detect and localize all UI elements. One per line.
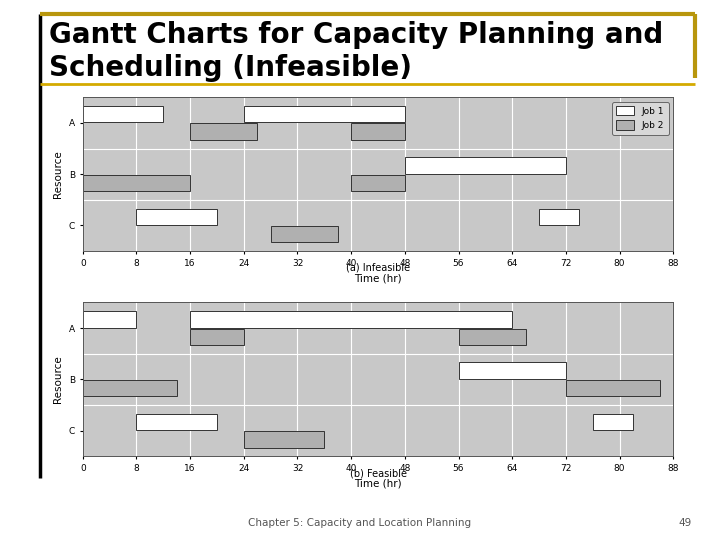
Text: Chapter 5: Capacity and Location Planning: Chapter 5: Capacity and Location Plannin… xyxy=(248,518,472,529)
Bar xyxy=(190,328,244,345)
X-axis label: Time (hr): Time (hr) xyxy=(354,273,402,284)
Bar xyxy=(459,328,526,345)
Bar xyxy=(405,157,566,174)
Bar xyxy=(244,106,405,123)
Bar xyxy=(190,311,512,328)
X-axis label: Time (hr): Time (hr) xyxy=(354,478,402,489)
Bar xyxy=(83,380,176,396)
Text: Gantt Charts for Capacity Planning and: Gantt Charts for Capacity Planning and xyxy=(49,21,663,49)
Bar xyxy=(351,174,405,191)
Legend: Job 1, Job 2: Job 1, Job 2 xyxy=(612,102,669,134)
Bar xyxy=(271,226,338,242)
Bar xyxy=(83,311,137,328)
Bar xyxy=(351,123,405,140)
Text: (a) Infeasible: (a) Infeasible xyxy=(346,262,410,272)
Y-axis label: Resource: Resource xyxy=(53,355,63,403)
Bar xyxy=(83,106,163,123)
Bar xyxy=(190,123,257,140)
Bar xyxy=(539,208,580,225)
Text: (b) Feasible: (b) Feasible xyxy=(349,468,407,478)
Bar xyxy=(244,431,324,448)
Bar xyxy=(593,414,633,430)
Bar xyxy=(83,174,190,191)
Text: 49: 49 xyxy=(678,518,691,529)
Bar xyxy=(137,208,217,225)
Text: Scheduling (Infeasible): Scheduling (Infeasible) xyxy=(49,54,412,82)
Bar xyxy=(137,414,217,430)
Bar xyxy=(566,380,660,396)
Bar xyxy=(459,362,566,379)
Y-axis label: Resource: Resource xyxy=(53,150,63,198)
